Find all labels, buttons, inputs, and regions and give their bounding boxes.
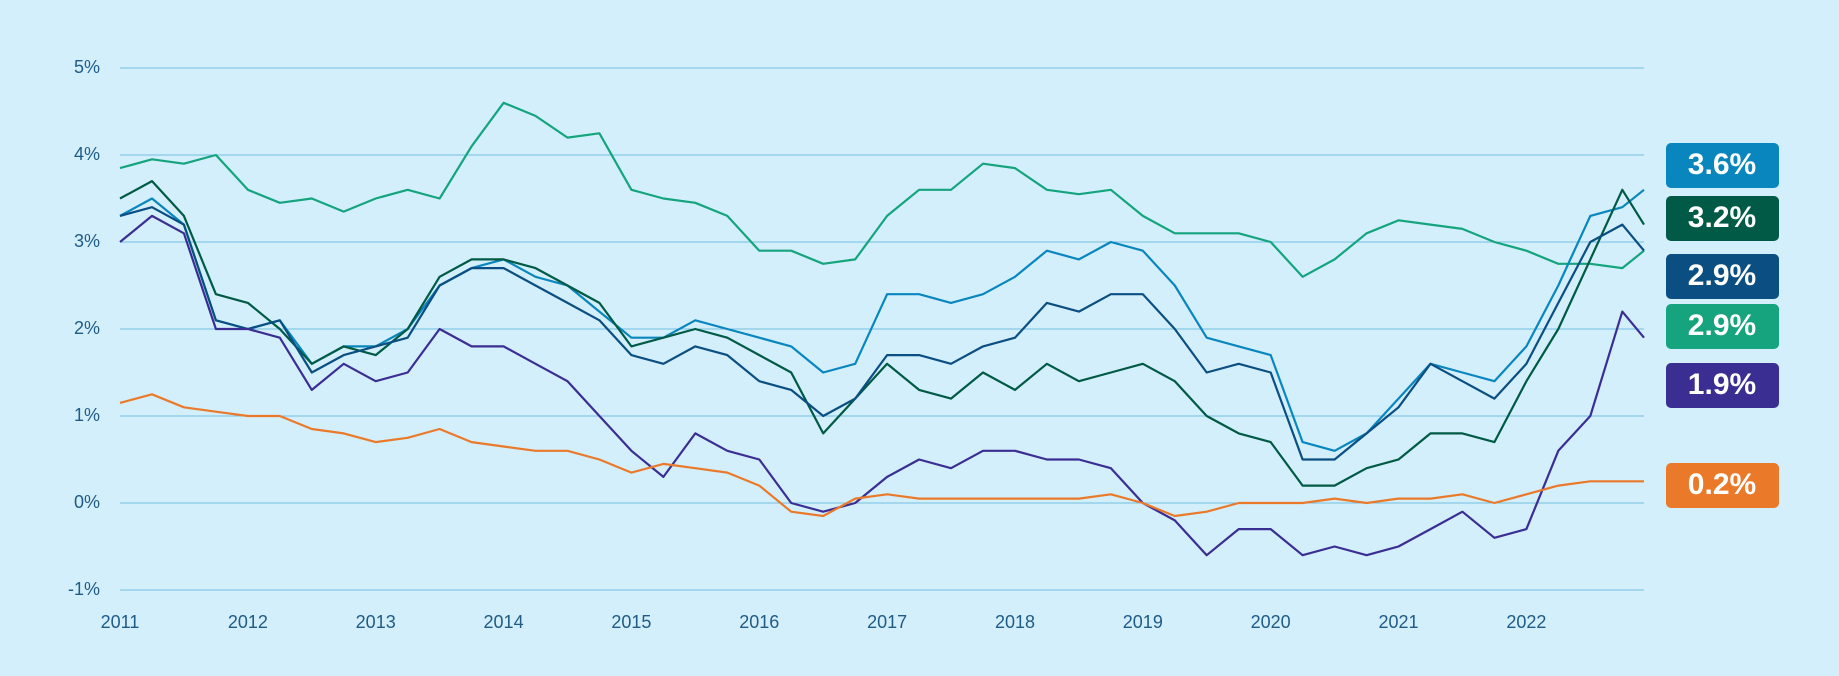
x-tick-label: 2022 xyxy=(1506,612,1546,632)
x-tick-label: 2016 xyxy=(739,612,779,632)
y-tick-label: 0% xyxy=(74,492,100,512)
x-tick-label: 2013 xyxy=(356,612,396,632)
x-tick-label: 2021 xyxy=(1379,612,1419,632)
series-line xyxy=(119,206,1645,461)
value-label-box xyxy=(1666,254,1779,299)
value-label: 1.9% xyxy=(1688,368,1756,401)
x-tick-label: 2012 xyxy=(228,612,268,632)
y-tick-label: 3% xyxy=(74,231,100,251)
y-tick-label: 2% xyxy=(74,318,100,338)
y-tick-label: -1% xyxy=(68,579,100,599)
x-tick-label: 2011 xyxy=(101,612,140,632)
value-label: 3.6% xyxy=(1688,148,1756,181)
series-line xyxy=(119,393,1644,518)
value-label-box xyxy=(1666,363,1779,408)
value-label: 0.2% xyxy=(1688,468,1756,501)
y-tick-label: 5% xyxy=(74,57,100,77)
series-line xyxy=(119,101,1645,278)
x-tick-label: 2014 xyxy=(484,612,524,632)
value-label-box xyxy=(1666,304,1779,349)
value-label-box xyxy=(1666,196,1779,241)
y-tick-label: 1% xyxy=(74,405,100,425)
value-label: 3.2% xyxy=(1688,201,1756,234)
x-tick-label: 2018 xyxy=(995,612,1035,632)
value-label-box xyxy=(1666,463,1779,508)
value-label: 2.9% xyxy=(1688,259,1756,292)
series-line xyxy=(119,214,1645,557)
series-line xyxy=(119,188,1645,452)
y-tick-label: 4% xyxy=(74,144,100,164)
x-tick-label: 2020 xyxy=(1251,612,1291,632)
x-tick-label: 2019 xyxy=(1123,612,1163,632)
value-label-box xyxy=(1666,143,1779,188)
series-line xyxy=(119,180,1645,487)
x-tick-label: 2015 xyxy=(611,612,651,632)
value-label: 2.9% xyxy=(1688,309,1756,342)
x-tick-label: 2017 xyxy=(867,612,907,632)
